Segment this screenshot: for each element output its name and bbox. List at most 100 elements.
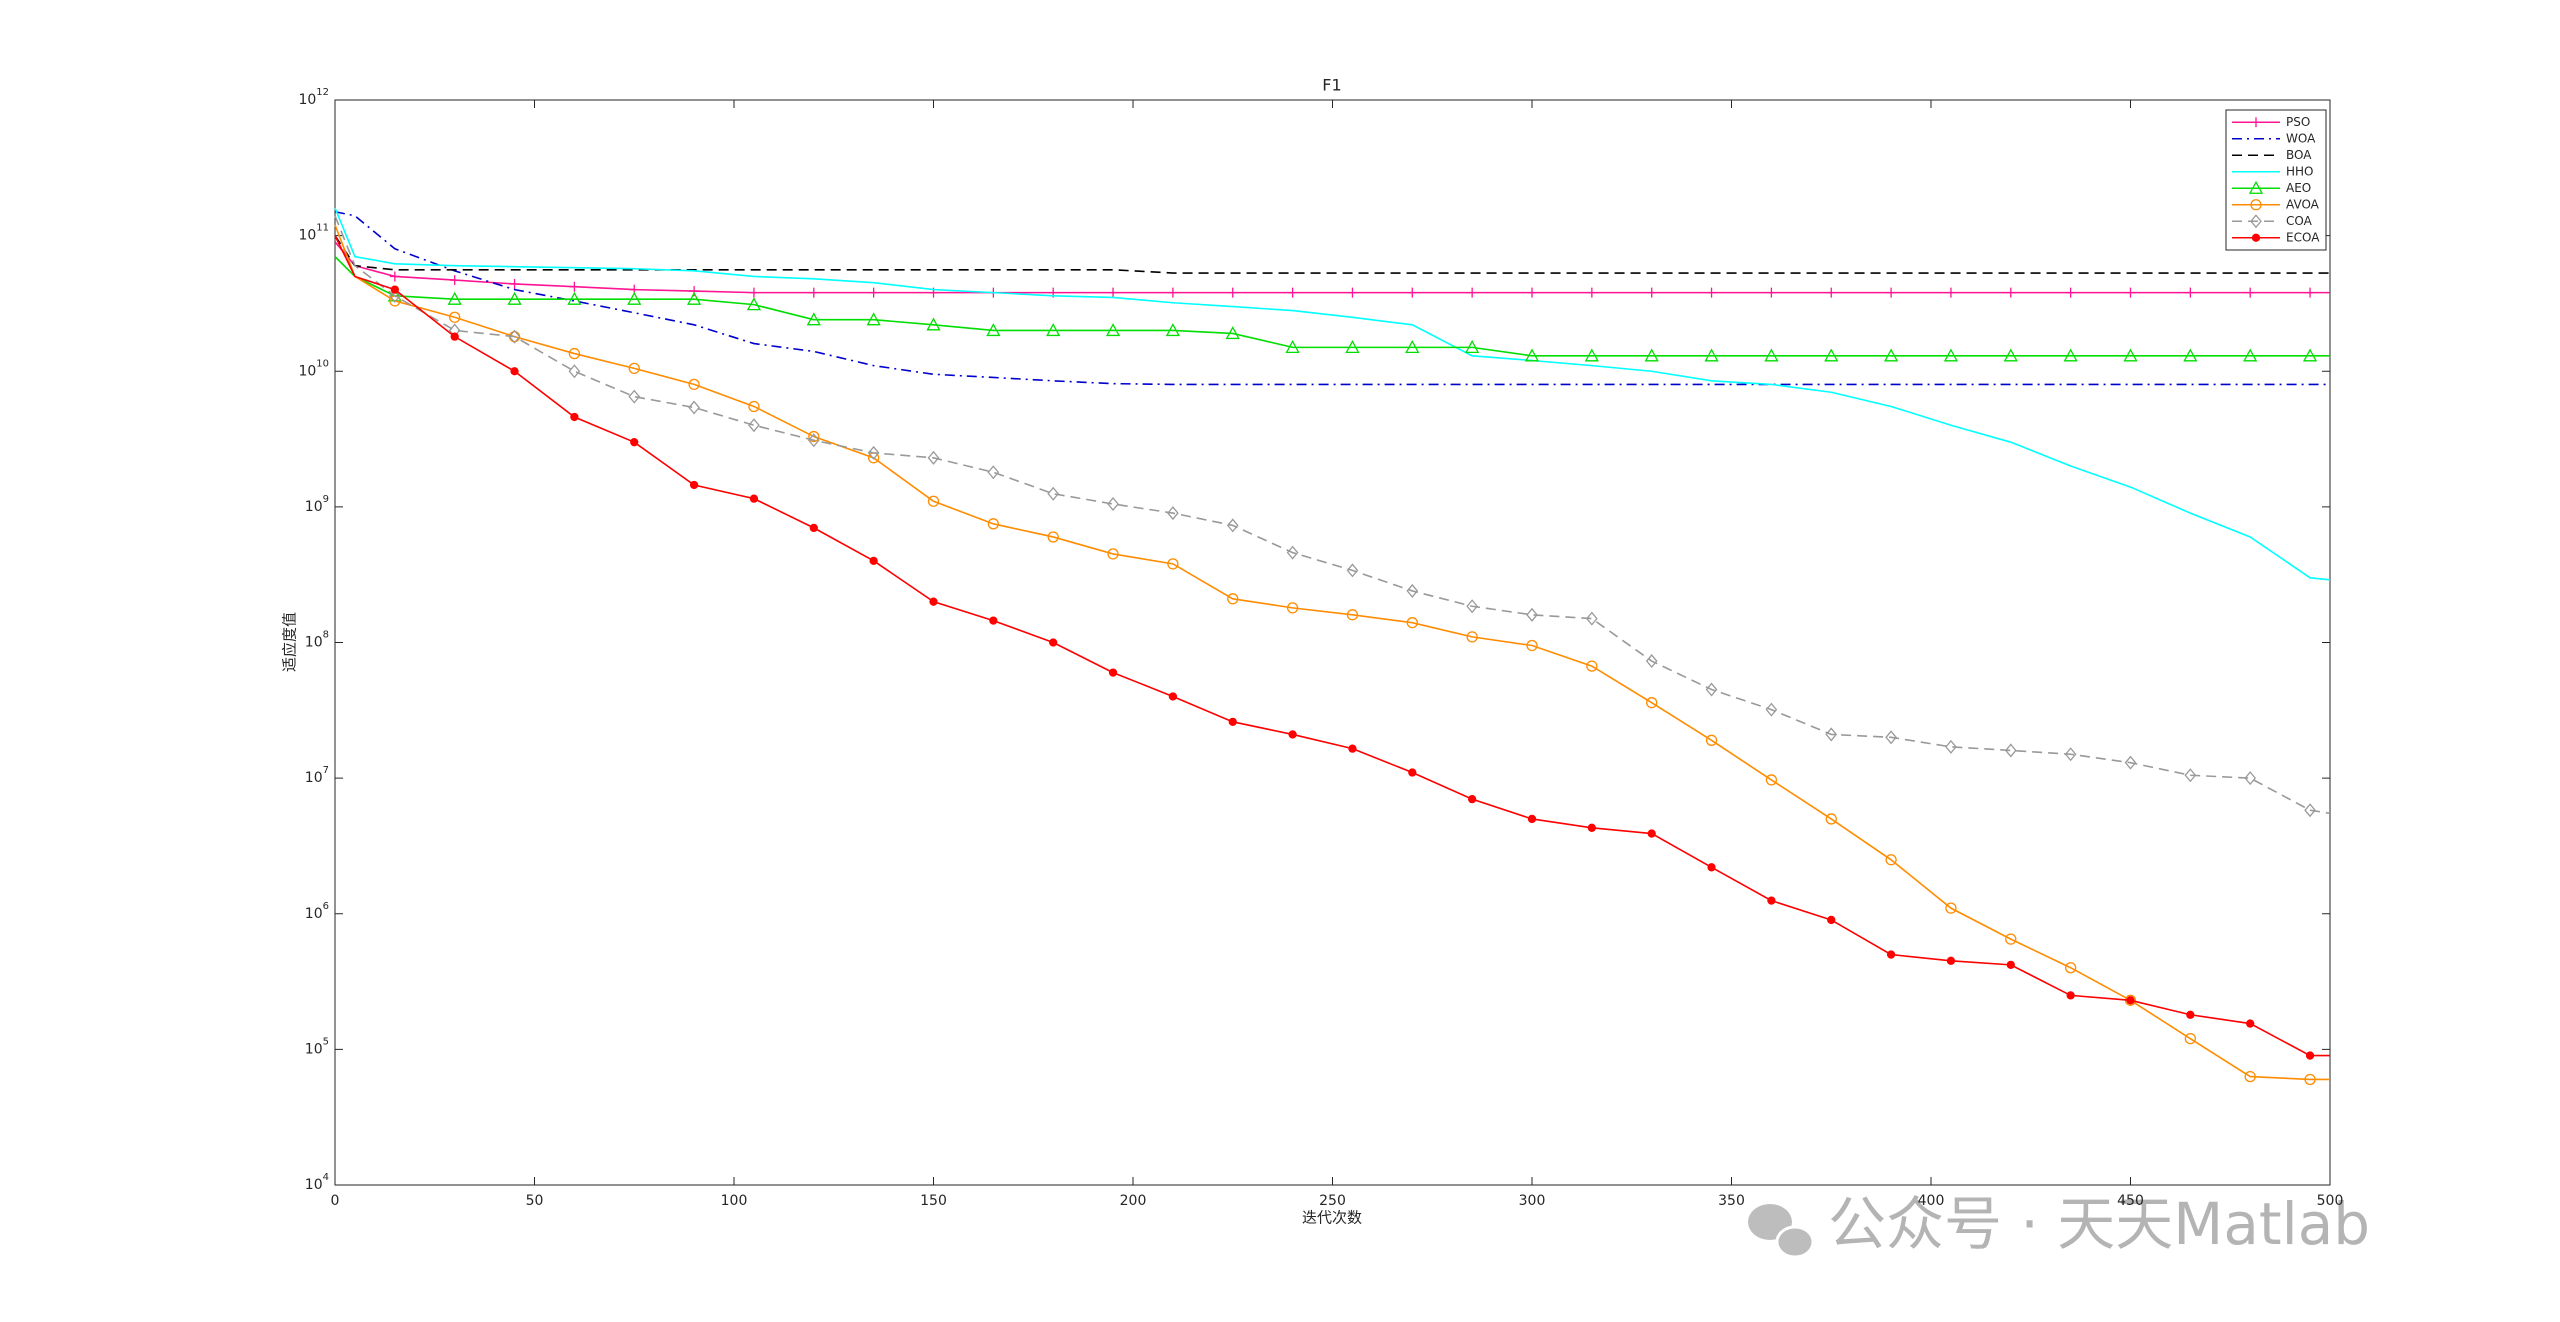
x-tick-label: 400 — [1918, 1193, 1945, 1209]
x-tick-label: 500 — [2317, 1193, 2344, 1209]
marker — [748, 418, 760, 433]
marker — [1766, 287, 1777, 298]
marker — [389, 271, 400, 282]
watermark-icon — [1775, 1225, 1815, 1259]
y-tick-label: 1011 — [298, 223, 329, 244]
marker — [1587, 823, 1596, 832]
series — [334, 235, 2330, 274]
marker — [1346, 563, 1359, 578]
marker — [1705, 682, 1718, 697]
marker — [1288, 730, 1297, 739]
marker — [1827, 915, 1836, 925]
marker — [1228, 717, 1237, 726]
marker — [1526, 639, 1538, 652]
marker — [1107, 548, 1119, 560]
series-line — [334, 224, 2330, 1081]
marker — [2250, 199, 2262, 211]
marker — [1765, 774, 1778, 786]
marker — [1945, 902, 1957, 914]
y-tick-exp: 12 — [316, 87, 329, 98]
marker — [1586, 611, 1598, 626]
marker — [1108, 287, 1119, 298]
series-line — [334, 241, 2330, 294]
marker — [449, 275, 460, 286]
y-axis-label: 适应度值 — [281, 612, 299, 672]
series — [334, 207, 2331, 581]
y-tick-label: 1010 — [298, 358, 329, 379]
marker — [2305, 1051, 2315, 1060]
marker — [2246, 1019, 2255, 1028]
y-tick-label: 107 — [305, 765, 329, 786]
series-line — [334, 256, 2330, 357]
marker — [1705, 734, 1718, 746]
series — [334, 215, 2331, 818]
y-tick-label-text: 105 — [305, 1036, 329, 1057]
marker — [2125, 287, 2136, 298]
marker — [1468, 794, 1477, 804]
marker — [688, 378, 700, 391]
y-tick-base: 10 — [305, 906, 323, 922]
y-tick-exp: 8 — [323, 630, 329, 641]
marker — [2006, 960, 2015, 969]
marker — [1167, 506, 1179, 521]
marker — [2183, 348, 2198, 362]
x-tick-label: 150 — [920, 1193, 947, 1209]
marker — [689, 480, 699, 490]
marker — [2184, 1032, 2197, 1045]
series — [334, 210, 2330, 386]
chart-title: F1 — [1322, 76, 1341, 95]
legend-label: AVOA — [2286, 197, 2320, 211]
marker — [1046, 323, 1061, 337]
x-tick-label: 450 — [2117, 1193, 2144, 1209]
y-tick-label-text: 108 — [305, 630, 329, 651]
y-tick-exp: 6 — [323, 901, 329, 912]
marker — [1946, 956, 1956, 965]
x-tick-label: 250 — [1319, 1193, 1346, 1209]
y-tick-label-text: 1010 — [298, 358, 329, 379]
marker — [2185, 287, 2196, 298]
marker — [2005, 933, 2017, 945]
marker — [1825, 727, 1838, 742]
marker — [628, 362, 640, 375]
marker — [866, 312, 881, 326]
marker — [1765, 702, 1778, 717]
marker — [2245, 287, 2256, 298]
marker — [1707, 863, 1716, 872]
marker — [2064, 747, 2077, 762]
marker — [1647, 829, 1656, 838]
y-tick-label-text: 104 — [305, 1172, 329, 1193]
marker — [989, 616, 998, 625]
marker — [568, 347, 581, 360]
marker — [1824, 348, 1839, 362]
marker — [2065, 287, 2076, 298]
marker — [390, 285, 400, 294]
x-tick-label: 50 — [526, 1193, 544, 1209]
y-tick-exp: 10 — [316, 358, 329, 369]
legend-label: COA — [2286, 214, 2313, 228]
x-tick-label: 200 — [1120, 1193, 1147, 1209]
marker — [1945, 739, 1957, 754]
marker — [510, 367, 519, 376]
marker — [1168, 692, 1178, 701]
y-tick-label: 108 — [305, 630, 329, 651]
y-tick-label: 1012 — [298, 87, 329, 108]
marker — [2124, 755, 2137, 770]
y-tick-base: 10 — [305, 635, 323, 651]
marker — [1584, 348, 1599, 362]
legend-label: AEO — [2286, 181, 2311, 195]
marker — [1704, 348, 1719, 362]
legend-label: WOA — [2286, 131, 2316, 145]
marker — [2243, 348, 2258, 362]
marker — [630, 438, 639, 447]
marker — [1764, 348, 1779, 362]
marker — [748, 287, 759, 298]
marker — [929, 597, 938, 606]
marker — [2250, 214, 2262, 229]
series — [334, 224, 2330, 1086]
marker — [1107, 496, 1119, 512]
marker — [1105, 323, 1121, 337]
marker — [808, 287, 819, 298]
marker — [2063, 348, 2078, 362]
marker — [2005, 287, 2016, 298]
